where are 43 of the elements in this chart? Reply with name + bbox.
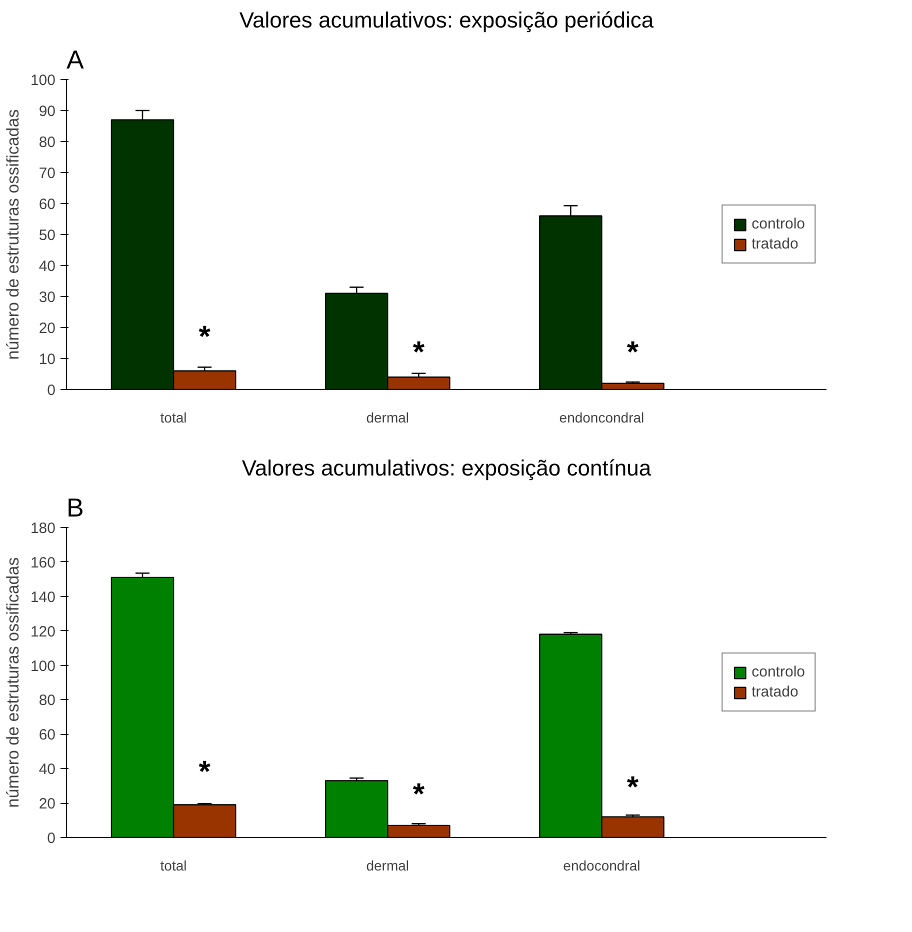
y-axis-title: número de estruturas ossificadas [3, 557, 22, 808]
y-tick-label: 140 [30, 588, 56, 606]
x-tick-label: total [160, 410, 187, 426]
y-tick-label: 70 [38, 165, 56, 182]
annotation: * [198, 320, 211, 354]
x-tick-label: endocondral [563, 858, 640, 874]
y-tick-label: 120 [30, 623, 56, 640]
x-tick-label: dermal [366, 410, 410, 426]
y-tick-label: 60 [38, 196, 56, 213]
x-tick-label: dermal [366, 858, 410, 874]
y-tick-label: 100 [30, 72, 56, 89]
chart-title: Valores acumulativos: exposição periódica [239, 8, 654, 32]
x-tick-label: total [160, 858, 187, 874]
annotation: * [412, 778, 425, 811]
y-tick-label: 80 [38, 134, 56, 151]
y-tick-label: 50 [38, 227, 56, 244]
annotation: * [412, 336, 425, 369]
y-tick-label: 80 [38, 692, 56, 710]
x-tick-label: endoncondral [559, 410, 644, 426]
y-tick-label: 60 [38, 726, 56, 744]
legend-label: controlo [752, 664, 805, 680]
y-tick-label: 30 [38, 289, 56, 306]
legend-label: tratado [752, 236, 798, 252]
y-axis-title: número de estruturas ossificadas [3, 109, 22, 360]
y-tick-label: 20 [38, 796, 56, 813]
y-tick-label: 20 [38, 320, 56, 337]
legend-label: tratado [752, 684, 798, 700]
y-tick-label: 90 [38, 103, 56, 120]
chart-title: Valores acumulativos: exposição contínua [242, 456, 652, 480]
text: B [66, 492, 84, 522]
y-tick-label: 40 [38, 258, 56, 275]
y-tick-label: 10 [38, 351, 56, 368]
y-tick-label: 0 [47, 830, 56, 847]
y-tick-label: 100 [30, 658, 56, 675]
annotation: * [626, 771, 639, 804]
y-tick-label: 180 [30, 520, 56, 537]
text: A [66, 44, 84, 74]
annotation: * [198, 756, 211, 789]
annotation: * [626, 336, 639, 369]
y-tick-label: 40 [38, 761, 56, 778]
legend-label: controlo [752, 216, 805, 232]
y-tick-label: 160 [30, 554, 56, 572]
y-tick-label: 0 [47, 382, 56, 399]
